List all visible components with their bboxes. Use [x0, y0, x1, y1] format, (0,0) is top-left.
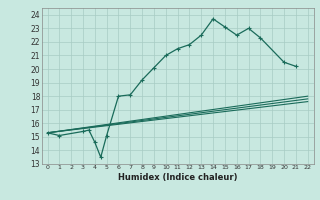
X-axis label: Humidex (Indice chaleur): Humidex (Indice chaleur) — [118, 173, 237, 182]
